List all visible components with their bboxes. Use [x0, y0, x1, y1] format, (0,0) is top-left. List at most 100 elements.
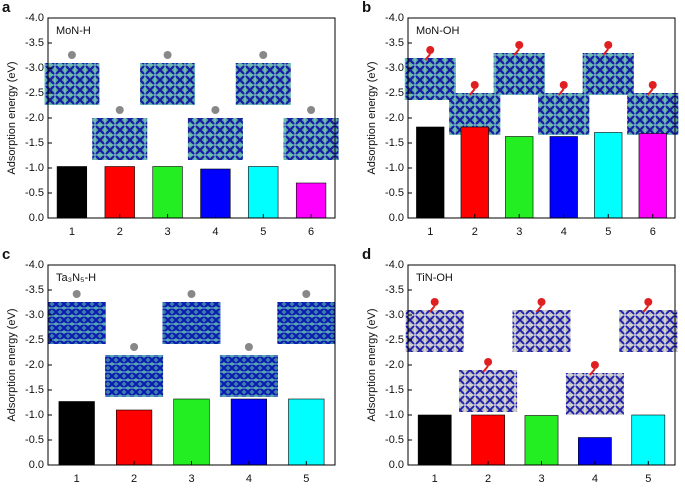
y-tick-label: -1.5 — [385, 137, 404, 149]
structure-image — [187, 118, 243, 160]
y-tick-label: -3.0 — [385, 309, 404, 321]
structure-atom — [302, 290, 311, 298]
y-tick-label: -2.0 — [25, 112, 44, 124]
x-tick-label: 2 — [472, 226, 478, 238]
y-tick-label: -0.5 — [385, 434, 404, 446]
y-axis-label: Adsorption energy (eV) — [6, 308, 18, 421]
panel-label: MoN-OH — [416, 25, 459, 37]
x-tick-label: 3 — [538, 473, 544, 485]
y-tick-label: -1.5 — [25, 137, 44, 149]
plot-frame — [47, 264, 336, 466]
y-tick-label: -0.5 — [25, 187, 44, 199]
y-tick-label: -2.0 — [25, 359, 44, 371]
structure-atom — [259, 51, 268, 59]
structure-bond — [642, 305, 650, 313]
bar — [288, 398, 325, 466]
structure-image — [565, 373, 624, 415]
structure-atom — [430, 298, 439, 306]
structure-image — [405, 310, 464, 352]
panel-letter: b — [362, 0, 371, 16]
y-tick-label: -1.0 — [385, 409, 404, 421]
structure-atom — [644, 298, 653, 306]
bar — [460, 126, 489, 219]
bar — [56, 166, 88, 219]
panel-letter: d — [362, 246, 371, 263]
y-tick-label: -3.0 — [25, 309, 44, 321]
structure-bond — [482, 365, 489, 373]
y-tick-label: -1.0 — [25, 162, 44, 174]
bar — [58, 401, 95, 466]
bar — [200, 168, 231, 219]
y-tick-label: -2.5 — [385, 87, 404, 99]
structure-atom — [648, 81, 657, 89]
y-tick-label: -3.5 — [385, 37, 404, 49]
x-tick-label: 6 — [308, 226, 314, 238]
y-tick-label: -1.5 — [385, 384, 404, 396]
x-tick-label: 3 — [165, 226, 171, 238]
structure-image — [619, 310, 678, 352]
y-tick-label: -3.5 — [25, 284, 44, 296]
x-tick-label: 1 — [69, 226, 75, 238]
bar — [116, 409, 153, 466]
y-tick-label: 0.0 — [389, 459, 404, 471]
structure-atom — [211, 106, 220, 114]
structure-bond — [428, 305, 436, 313]
structure-bond — [468, 88, 476, 96]
structure-atom — [67, 51, 76, 59]
structure-image — [512, 310, 571, 352]
bar — [524, 415, 559, 466]
x-tick-label: 2 — [485, 473, 491, 485]
panel: c Ta₃N₅-H Adsorption energy (eV) 0.0 -0.5 -1.… — [2, 246, 336, 485]
x-tick-label: 4 — [246, 473, 252, 485]
y-tick-label: -2.0 — [385, 359, 404, 371]
bar — [471, 414, 505, 466]
panel: b MoN-OH Adsorption energy (eV) 0.0 -0.5 -1.0… — [362, 0, 679, 238]
y-tick-label: -2.5 — [25, 87, 44, 99]
panel: d TiN-OH Adsorption energy (eV) 0.0 -0.5 -1.0… — [362, 246, 678, 485]
y-tick-label: 0.0 — [389, 212, 404, 224]
y-tick-label: -3.5 — [385, 284, 404, 296]
structure-atom — [604, 41, 613, 49]
bar — [594, 132, 623, 219]
x-tick-label: 3 — [188, 473, 194, 485]
structure-atom — [115, 106, 124, 114]
x-tick-label: 2 — [117, 226, 123, 238]
x-tick-label: 1 — [74, 473, 80, 485]
structure-bond — [646, 88, 654, 96]
structure-image — [47, 302, 106, 344]
bar — [578, 437, 612, 466]
structure-bond — [589, 368, 596, 376]
structure-atom — [307, 106, 316, 114]
structure-atom — [515, 41, 524, 49]
y-tick-label: -3.5 — [25, 37, 44, 49]
bar — [505, 136, 534, 219]
y-axis-label: Adsorption energy (eV) — [366, 308, 378, 421]
structure-atom — [559, 81, 568, 89]
structure-atom — [163, 51, 172, 59]
structure-image — [44, 63, 100, 105]
structure-image — [277, 302, 336, 344]
structure-image — [162, 302, 221, 344]
y-tick-label: -4.0 — [25, 259, 44, 271]
y-tick-label: -4.0 — [385, 12, 404, 24]
bar — [549, 136, 578, 219]
structure-bond — [602, 48, 610, 56]
y-tick-label: -2.0 — [385, 112, 404, 124]
y-tick-label: -0.5 — [25, 434, 44, 446]
plot-frame — [407, 17, 676, 219]
y-tick-label: -3.0 — [385, 62, 404, 74]
y-tick-label: 0.0 — [29, 459, 44, 471]
structure-atom — [130, 343, 139, 351]
x-tick-label: 4 — [592, 473, 598, 485]
y-tick-label: -3.0 — [25, 62, 44, 74]
y-axis-label: Adsorption energy (eV) — [366, 61, 378, 174]
structure-atom — [590, 361, 599, 369]
y-tick-label: -4.0 — [385, 259, 404, 271]
y-tick-label: 0.0 — [29, 212, 44, 224]
structure-atom — [72, 290, 81, 298]
structure-image — [459, 370, 518, 412]
panel: a MoN-H Adsorption energy (eV) 0.0 -0.5 -1.0 -… — [2, 0, 339, 238]
bar — [104, 166, 135, 219]
bar — [417, 414, 452, 466]
